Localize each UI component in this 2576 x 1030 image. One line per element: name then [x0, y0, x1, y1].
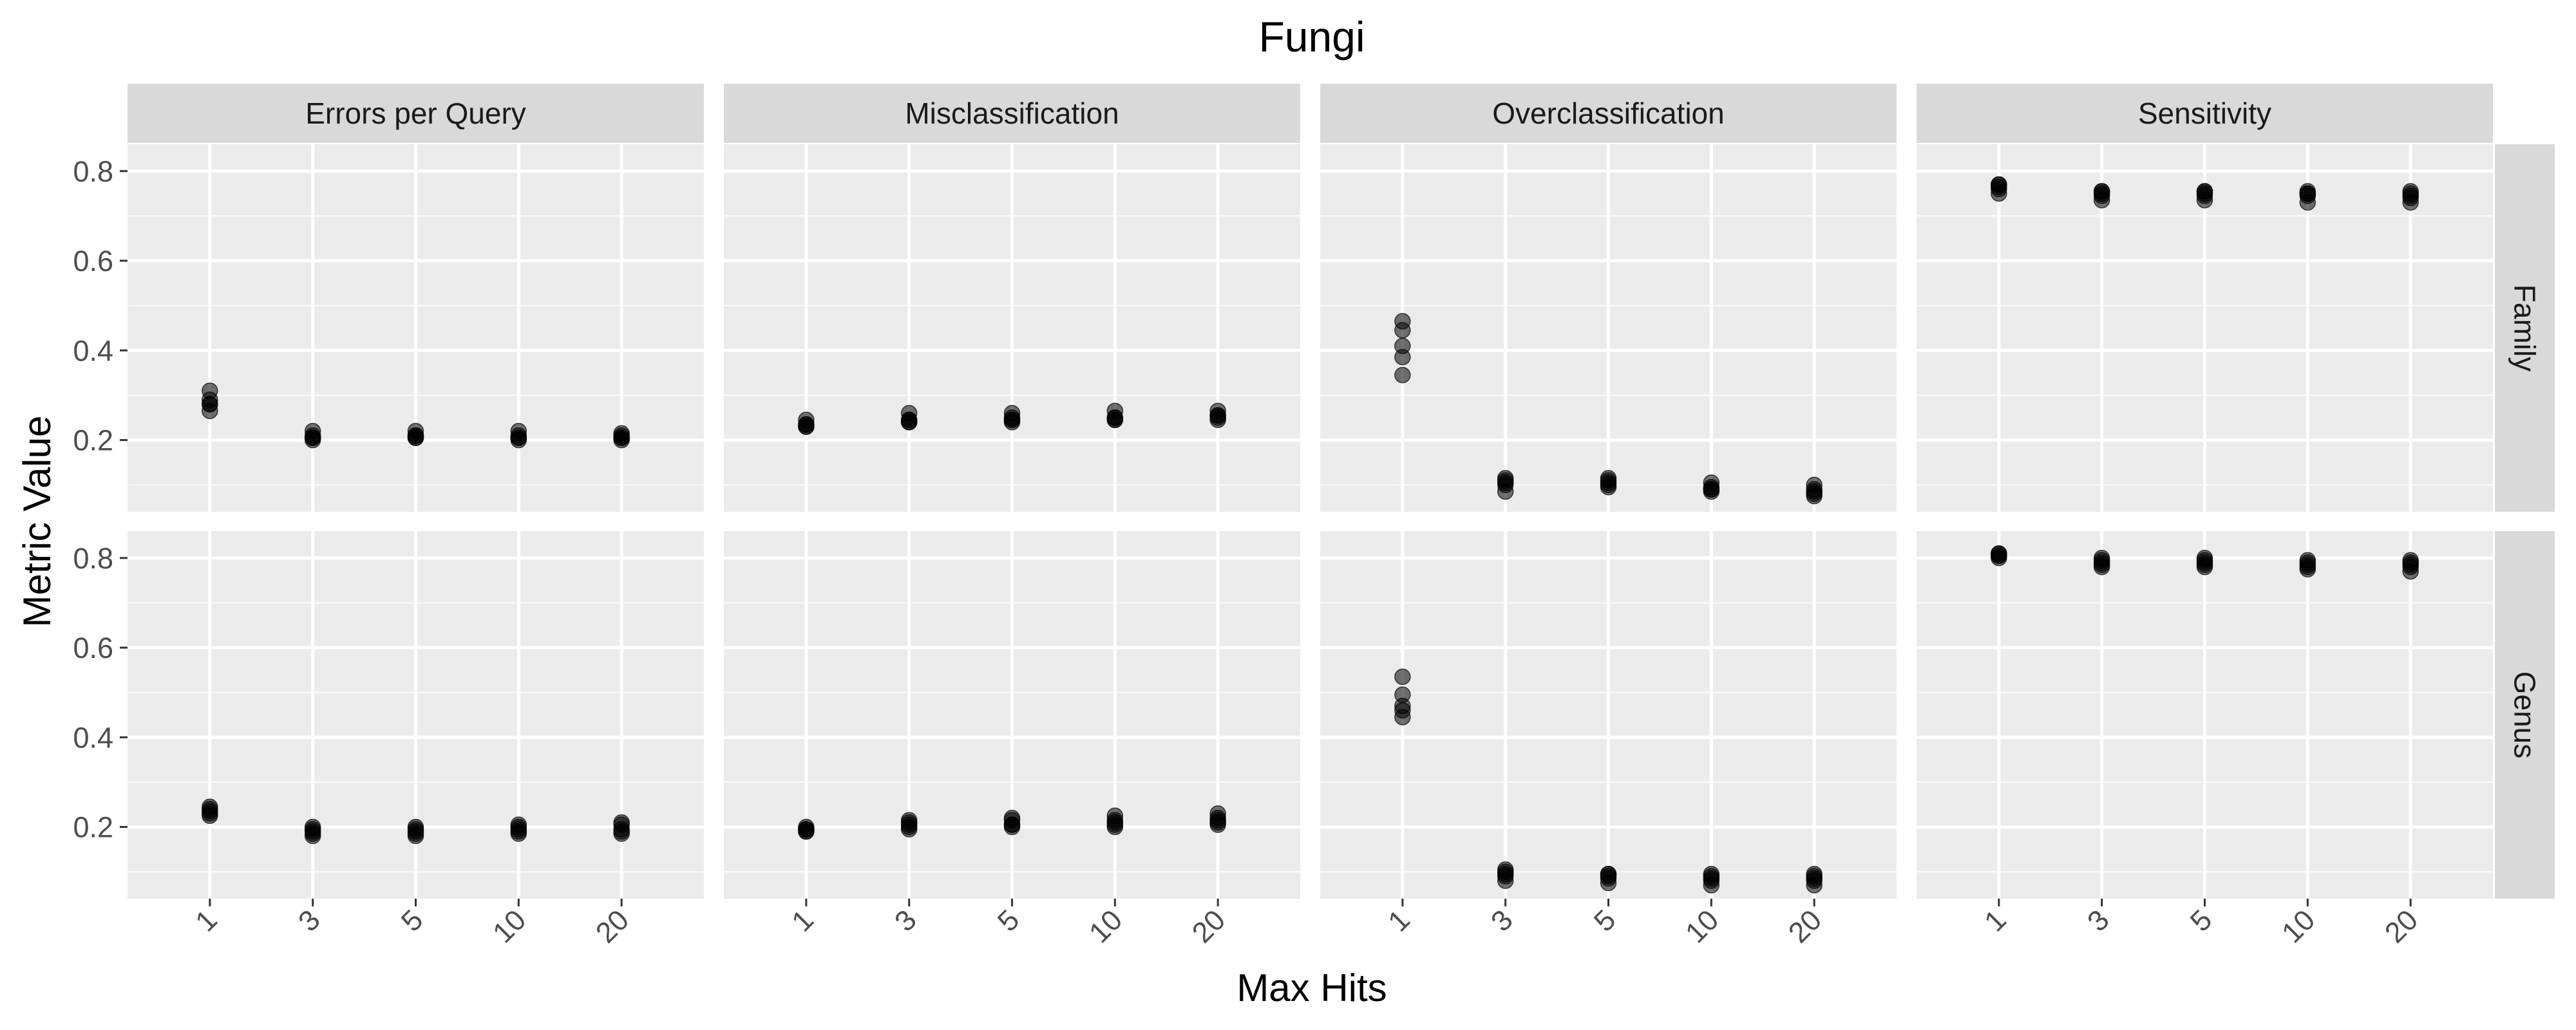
- facet-panel: [1917, 144, 2493, 512]
- data-point: [613, 816, 630, 833]
- y-axis-title: Metric Value: [15, 415, 59, 627]
- data-point: [407, 821, 424, 838]
- data-point: [1703, 481, 1720, 498]
- data-point: [1003, 411, 1021, 428]
- data-point: [798, 821, 815, 838]
- chart-title: Fungi: [1258, 13, 1365, 61]
- column-strip-label: Overclassification: [1492, 97, 1724, 130]
- y-tick-label: 0.8: [73, 155, 113, 188]
- data-point: [2299, 185, 2316, 202]
- data-point: [2196, 552, 2213, 569]
- facet-panel: [1320, 144, 1897, 512]
- data-point: [1394, 322, 1411, 339]
- data-point: [1106, 411, 1124, 428]
- data-point: [613, 429, 630, 446]
- x-tick-label: 5: [991, 903, 1026, 938]
- data-point: [1991, 545, 2007, 562]
- x-tick-label: 1: [1381, 903, 1416, 938]
- facet-panel: [128, 531, 704, 899]
- data-point: [2196, 183, 2213, 200]
- x-tick-label: 20: [589, 903, 635, 949]
- y-tick-label: 0.4: [73, 721, 113, 754]
- x-tick-label: 1: [1978, 903, 2012, 938]
- column-strip: [1320, 84, 1897, 143]
- data-point: [510, 818, 527, 836]
- data-point: [900, 814, 918, 831]
- x-tick-label: 3: [1484, 903, 1519, 938]
- facet-panel: [724, 144, 1300, 512]
- row-strip-label: Genus: [2508, 671, 2542, 759]
- x-tick-label: 10: [2275, 903, 2321, 949]
- facet-panels: Errors per Query Misclassification Overcla…: [73, 84, 2555, 949]
- data-point: [202, 396, 218, 413]
- data-point: [1991, 176, 2007, 193]
- data-point: [1600, 474, 1617, 491]
- data-point: [1600, 865, 1617, 883]
- data-point: [2299, 554, 2316, 571]
- y-tick-label: 0.6: [73, 632, 113, 664]
- x-tick-label: 20: [1782, 903, 1828, 949]
- data-point: [1497, 474, 1514, 491]
- data-point: [1394, 366, 1411, 384]
- data-point: [304, 429, 321, 446]
- facet-panel: [1917, 531, 2493, 899]
- x-tick-label: 1: [785, 903, 820, 938]
- x-tick-label: 1: [189, 903, 223, 938]
- data-point: [1394, 349, 1411, 366]
- x-tick-label: 20: [2378, 903, 2424, 949]
- data-point: [510, 429, 527, 446]
- data-point: [1209, 407, 1226, 424]
- data-point: [1394, 668, 1411, 686]
- row-strip: [2495, 144, 2555, 512]
- data-point: [798, 418, 815, 435]
- data-point: [1703, 868, 1720, 885]
- x-tick-label: 5: [2184, 903, 2219, 938]
- data-point: [1394, 709, 1411, 726]
- x-tick-label: 20: [1186, 903, 1231, 949]
- column-strip-label: Errors per Query: [305, 97, 526, 130]
- data-point: [1806, 868, 1823, 885]
- data-point: [304, 821, 321, 838]
- y-tick-label: 0.2: [73, 424, 113, 457]
- y-tick-label: 0.8: [73, 542, 113, 575]
- column-strip: [1917, 84, 2493, 143]
- data-point: [1003, 812, 1021, 829]
- data-point: [2402, 185, 2419, 202]
- data-point: [2402, 554, 2419, 571]
- column-strip: [724, 84, 1300, 143]
- x-tick-label: 5: [1587, 903, 1622, 938]
- data-point: [1497, 863, 1514, 880]
- x-axis-title: Max Hits: [1236, 966, 1387, 1009]
- data-point: [1106, 812, 1124, 829]
- column-strip-label: Misclassification: [905, 97, 1119, 130]
- data-point: [900, 413, 918, 431]
- y-tick-label: 0.2: [73, 811, 113, 844]
- data-point: [2093, 183, 2110, 200]
- column-strip-label: Sensitivity: [2138, 97, 2271, 130]
- x-tick-label: 3: [888, 903, 923, 938]
- facet-panel: [724, 531, 1300, 899]
- data-point: [202, 800, 218, 818]
- data-point: [407, 427, 424, 444]
- x-tick-label: 10: [486, 903, 532, 949]
- y-tick-label: 0.6: [73, 245, 113, 277]
- row-strip: [2495, 531, 2555, 899]
- facet-panel: [1320, 531, 1897, 899]
- row-strip-label: Family: [2508, 285, 2542, 371]
- data-point: [1209, 809, 1226, 827]
- x-tick-label: 3: [2081, 903, 2116, 938]
- x-tick-label: 5: [395, 903, 430, 938]
- x-tick-label: 3: [292, 903, 327, 938]
- x-tick-label: 10: [1083, 903, 1128, 949]
- y-tick-label: 0.4: [73, 334, 113, 367]
- data-point: [1806, 485, 1823, 502]
- x-tick-label: 10: [1679, 903, 1725, 949]
- data-point: [2093, 552, 2110, 569]
- facet-panel: [128, 144, 704, 512]
- column-strip: [128, 84, 704, 143]
